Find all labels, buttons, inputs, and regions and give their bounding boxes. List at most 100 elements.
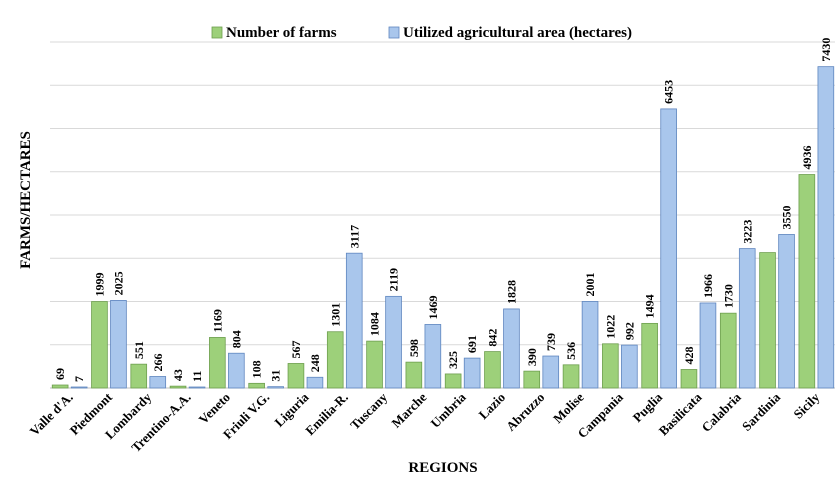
bar-area-16 (699, 302, 717, 389)
legend: Number of farms Utilized agricultural ar… (211, 25, 632, 41)
value-label-area-13: 2001 (583, 272, 597, 296)
bar-farms-7 (326, 331, 344, 389)
bar-area-7 (345, 252, 363, 389)
bar-area-3 (188, 386, 206, 389)
bar-farms-2 (130, 363, 148, 389)
value-label-area-15: 6453 (662, 80, 676, 104)
value-label-area-3: 11 (190, 371, 204, 382)
value-label-area-17: 3223 (740, 220, 754, 244)
value-label-farms-3: 43 (171, 369, 185, 381)
legend-label-farms: Number of farms (226, 25, 337, 41)
bar-area-0 (70, 386, 88, 389)
bar-farms-3 (169, 385, 187, 389)
bar-area-4 (228, 352, 245, 389)
gridlines (50, 41, 835, 346)
bar-area-1 (110, 300, 127, 389)
bar-farms-17 (719, 312, 737, 389)
value-label-area-12: 739 (544, 333, 558, 351)
x-tick-label: Lazio (476, 390, 509, 423)
bar-area-19 (817, 66, 835, 389)
bar-farms-5 (248, 382, 265, 389)
bar-area-6 (306, 376, 324, 389)
value-label-farms-15: 1494 (643, 294, 657, 318)
bar-farms-18 (759, 252, 776, 389)
bar-area-11 (503, 308, 520, 389)
value-label-farms-1: 1999 (92, 273, 106, 297)
value-label-farms-12: 390 (525, 348, 539, 366)
bar-area-12 (542, 355, 560, 389)
value-label-farms-9: 598 (407, 339, 421, 357)
value-labels: 69 7 1999 2025 551 266 43 11 1169 804 108 31 567 248 1… (53, 38, 833, 382)
x-tick-label: Veneto (196, 390, 233, 427)
bar-farms-6 (287, 363, 305, 389)
bar-farms-16 (680, 369, 698, 389)
x-tick-label: Molise (550, 389, 587, 426)
x-tick-label: Umbria (428, 389, 470, 431)
legend-swatch-farms (211, 26, 223, 39)
x-tick-label: Marche (388, 389, 429, 430)
value-label-area-0: 7 (72, 376, 86, 382)
value-label-farms-19: 4936 (800, 146, 814, 170)
bar-farms-10 (444, 373, 462, 389)
x-tick-label: Tuscany (347, 389, 390, 432)
bar-area-5 (267, 386, 284, 389)
value-label-farms-13: 536 (564, 342, 578, 360)
x-tick-label: Puglia (630, 389, 666, 425)
x-axis-title: REGIONS (408, 460, 477, 476)
bar-area-10 (463, 357, 481, 389)
bar-area-14 (621, 344, 638, 389)
x-tick-label: Abruzzo (503, 390, 547, 434)
legend-swatch-area (388, 26, 400, 39)
value-label-farms-8: 1084 (368, 312, 382, 336)
value-label-farms-2: 551 (132, 341, 146, 359)
bar-farms-8 (366, 340, 383, 389)
bar-area-8 (385, 295, 402, 389)
bar-farms-19 (798, 174, 816, 389)
value-label-area-16: 1966 (701, 274, 715, 298)
value-label-area-1: 2025 (111, 271, 125, 295)
x-tick-label: Sicily (790, 389, 822, 421)
value-label-farms-10: 325 (446, 351, 460, 369)
bar-farms-14 (602, 343, 619, 389)
value-label-area-8: 2119 (387, 268, 401, 291)
x-tick-label: Valle d'A. (27, 390, 76, 439)
value-label-farms-14: 1022 (603, 315, 617, 339)
bar-area-15 (660, 108, 677, 389)
value-label-farms-4: 1169 (210, 309, 224, 332)
bar-farms-15 (641, 322, 658, 389)
y-axis-title: FARMS/HECTARES (18, 131, 34, 269)
value-label-area-5: 31 (269, 370, 283, 382)
bar-area-17 (738, 248, 756, 389)
value-label-farms-5: 108 (250, 360, 264, 378)
value-label-area-11: 1828 (504, 280, 518, 304)
value-label-farms-6: 567 (289, 340, 303, 358)
value-label-farms-0: 69 (53, 368, 67, 380)
value-label-area-19: 7430 (819, 38, 833, 62)
value-label-farms-17: 1730 (721, 284, 735, 308)
x-tick-label: Sardinia (739, 389, 784, 434)
bar-farms-0 (51, 384, 69, 389)
value-label-area-7: 3117 (347, 225, 361, 248)
bar-farms-12 (523, 370, 541, 389)
x-tick-label: Emilia-R. (302, 390, 351, 439)
bar-farms-1 (91, 301, 108, 389)
value-label-area-10: 691 (465, 335, 479, 353)
bar-area-18 (778, 234, 795, 389)
value-label-area-4: 804 (229, 330, 243, 348)
value-label-area-2: 266 (151, 353, 165, 371)
x-tick-label: Basilicata (656, 389, 705, 438)
bar-area-13 (581, 301, 599, 389)
value-label-area-18: 3550 (780, 205, 794, 229)
value-label-farms-11: 842 (485, 329, 499, 347)
bar-farms-4 (209, 337, 226, 389)
bar-farms-13 (562, 364, 580, 389)
bar-area-9 (424, 324, 442, 389)
value-label-farms-16: 428 (682, 346, 696, 364)
bar-farms-11 (484, 351, 501, 389)
bar-area-2 (149, 376, 167, 389)
value-label-area-14: 992 (622, 322, 636, 340)
value-label-farms-7: 1301 (328, 303, 342, 327)
value-label-area-9: 1469 (426, 295, 440, 319)
